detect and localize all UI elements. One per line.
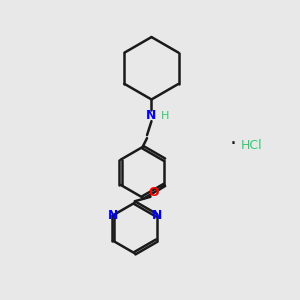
Text: O: O [149, 186, 159, 199]
Text: N: N [146, 109, 157, 122]
Text: N: N [108, 209, 118, 222]
Text: H: H [161, 111, 169, 121]
Text: N: N [152, 209, 162, 222]
Text: HCl: HCl [241, 139, 262, 152]
Text: ·: · [230, 134, 237, 154]
